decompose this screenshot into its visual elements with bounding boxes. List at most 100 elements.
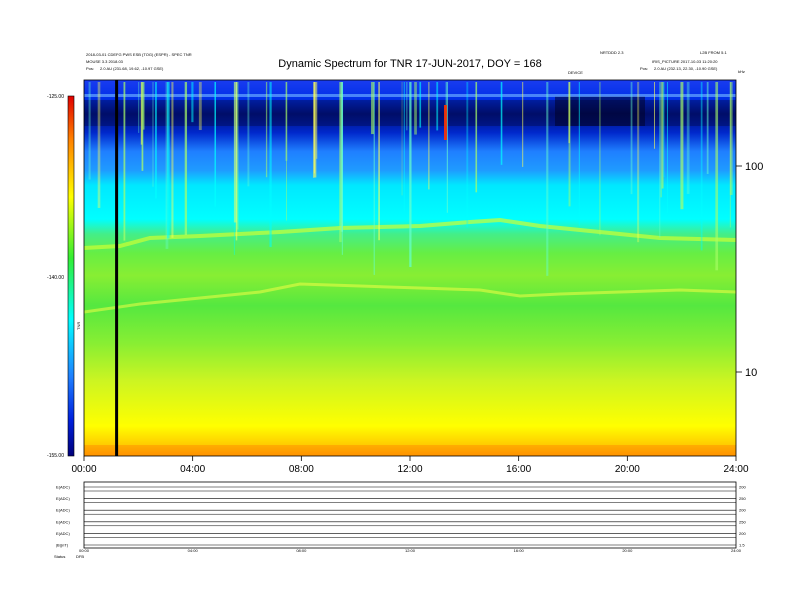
spectrum-streak — [339, 82, 342, 243]
subpanel-right-value: 250 — [739, 519, 746, 524]
spectrum-streak — [729, 82, 731, 228]
spectrum-streak — [578, 82, 580, 227]
spectrum-streak — [247, 82, 250, 187]
x-tick-label: 04:00 — [180, 464, 205, 475]
header-left-pos-value: 2.0 AU (231.68, 19.62, -10.97 GSE) — [100, 66, 164, 71]
header-right-line1a: NRTDDD 2.3 — [600, 50, 624, 55]
spectrum-streak — [522, 82, 524, 167]
spectrum-streak — [401, 82, 403, 196]
spectrum-streak — [166, 82, 170, 239]
colorbar-tick-bottom: -155.00 — [47, 453, 64, 459]
spectrum-streak — [700, 82, 703, 251]
spectrum-streak — [315, 82, 318, 159]
subpanel-footer-label: Status — [54, 554, 65, 559]
subpanel-x-tick-label: 20:00 — [622, 548, 633, 553]
spectrum-streak — [660, 82, 662, 198]
subpanel-frame — [83, 481, 737, 549]
spectrum-streak — [630, 82, 633, 195]
subpanel-footer-value: DFB — [76, 554, 84, 559]
spectrum-streak — [414, 82, 417, 135]
subpanel-right-value: 200 — [739, 485, 746, 490]
spectrum-streak — [409, 82, 412, 268]
spectrum-streak — [313, 82, 317, 178]
spectrum-streak — [446, 82, 448, 213]
spectrum-streak — [88, 82, 91, 180]
spectrum-streak — [373, 82, 375, 275]
header-right-pos-label: Pos: — [640, 66, 649, 71]
spectrum-streak — [659, 82, 661, 238]
spectrum-streak — [285, 82, 287, 221]
header-center-small: DEVICE — [568, 70, 583, 75]
spectrum-streak — [138, 82, 140, 133]
spectrum-streak — [500, 82, 503, 165]
spectrum-streak — [419, 82, 422, 128]
spectrum-streak — [406, 82, 408, 131]
subpanel-x-tick-label: 08:00 — [296, 548, 307, 553]
subpanel-right-value: 200 — [739, 531, 746, 536]
header-right-line2: IRIS_PICTURE 2017-10-03 11:20:20 — [652, 59, 718, 64]
spectrum-streak — [233, 82, 237, 223]
spectrum-streak — [371, 82, 374, 135]
spectrum-streak — [666, 82, 668, 213]
spectrum-streak — [171, 82, 174, 238]
spectrum-streak — [152, 82, 154, 187]
spectrum-streak — [680, 82, 684, 210]
x-tick-label: 20:00 — [615, 464, 640, 475]
header-right-pos-value: 2.0 AU (232.13, 22.30, -10.90 GSE) — [654, 66, 718, 71]
header-left-pos-label: Pos: — [86, 66, 95, 71]
spectrum-streak — [661, 82, 664, 189]
spectrum-streak — [165, 82, 169, 249]
y-right-unit: kHz — [738, 69, 745, 74]
colorbar-tick-top: -125.00 — [47, 94, 64, 100]
spectrum-streak — [142, 82, 145, 130]
subpanel-label: E(ADC) — [56, 485, 70, 490]
spectrum-streak — [568, 82, 571, 207]
y-right-tick-10: 10 — [745, 367, 757, 379]
spectrum-streak — [654, 82, 655, 149]
spectrum-streak — [184, 82, 188, 236]
spectrum-streak — [123, 82, 126, 241]
x-tick-label: 16:00 — [506, 464, 531, 475]
subpanel-label: E(ADC) — [56, 496, 70, 501]
spectrum-streak — [663, 82, 665, 178]
subpanel-x-tick-label: 16:00 — [514, 548, 525, 553]
spectrum-streak — [715, 82, 719, 271]
x-tick-label: 08:00 — [289, 464, 314, 475]
spectrum-streak — [706, 82, 709, 174]
spectrum-streak — [198, 82, 202, 131]
chart-title: Dynamic Spectrum for TNR 17-JUN-2017, DO… — [278, 58, 542, 70]
subpanel-label: E(ADC) — [56, 508, 70, 513]
colorbar-tick-mid: -140.00 — [47, 275, 64, 281]
spectrum-streak — [285, 82, 288, 161]
subpanel-label: |B|(nT) — [56, 543, 69, 548]
colorbar — [67, 95, 75, 457]
spectrum-streak — [686, 82, 690, 194]
spectrum-streak — [466, 82, 469, 228]
subpanel-x-tick-label: 24:00 — [731, 548, 742, 553]
spectrum-streak — [214, 82, 216, 207]
spectrum-streak — [729, 82, 733, 196]
spectrogram-image — [84, 80, 736, 456]
spectrum-streak — [546, 82, 549, 276]
subpanel-right-value: 200 — [739, 508, 746, 513]
spectrum-streak — [436, 82, 439, 131]
spectrum-streak — [637, 82, 640, 243]
x-axis-ticks: 00:00 04:00 08:00 12:00 16:00 20:00 24:00 — [71, 456, 749, 475]
subpanel-right-value: 250 — [739, 496, 746, 501]
x-tick-label: 24:00 — [723, 464, 748, 475]
spectrum-streak — [155, 82, 157, 199]
spectrum-streak — [97, 82, 101, 208]
spectrum-streak — [237, 82, 239, 230]
spectrum-streak — [475, 82, 478, 193]
spectrum-streak — [341, 82, 343, 255]
subpanel-label: E(ADC) — [56, 531, 70, 536]
subpanel-label: E(ADC) — [56, 519, 70, 524]
spectrum-streak — [599, 82, 601, 236]
spectrum-hotspot — [444, 105, 447, 140]
spectrum-streak — [445, 82, 448, 126]
header-right-line1b: L2B FROM 5.1 — [700, 50, 727, 55]
spectrum-streak — [191, 82, 194, 123]
header-left-line1: 2018-03-01 CDEFG PWS ESB (TOG) (ESPR) - … — [86, 52, 192, 57]
header-left-line2: MOUSE 3.3 2018.03 — [86, 59, 123, 64]
